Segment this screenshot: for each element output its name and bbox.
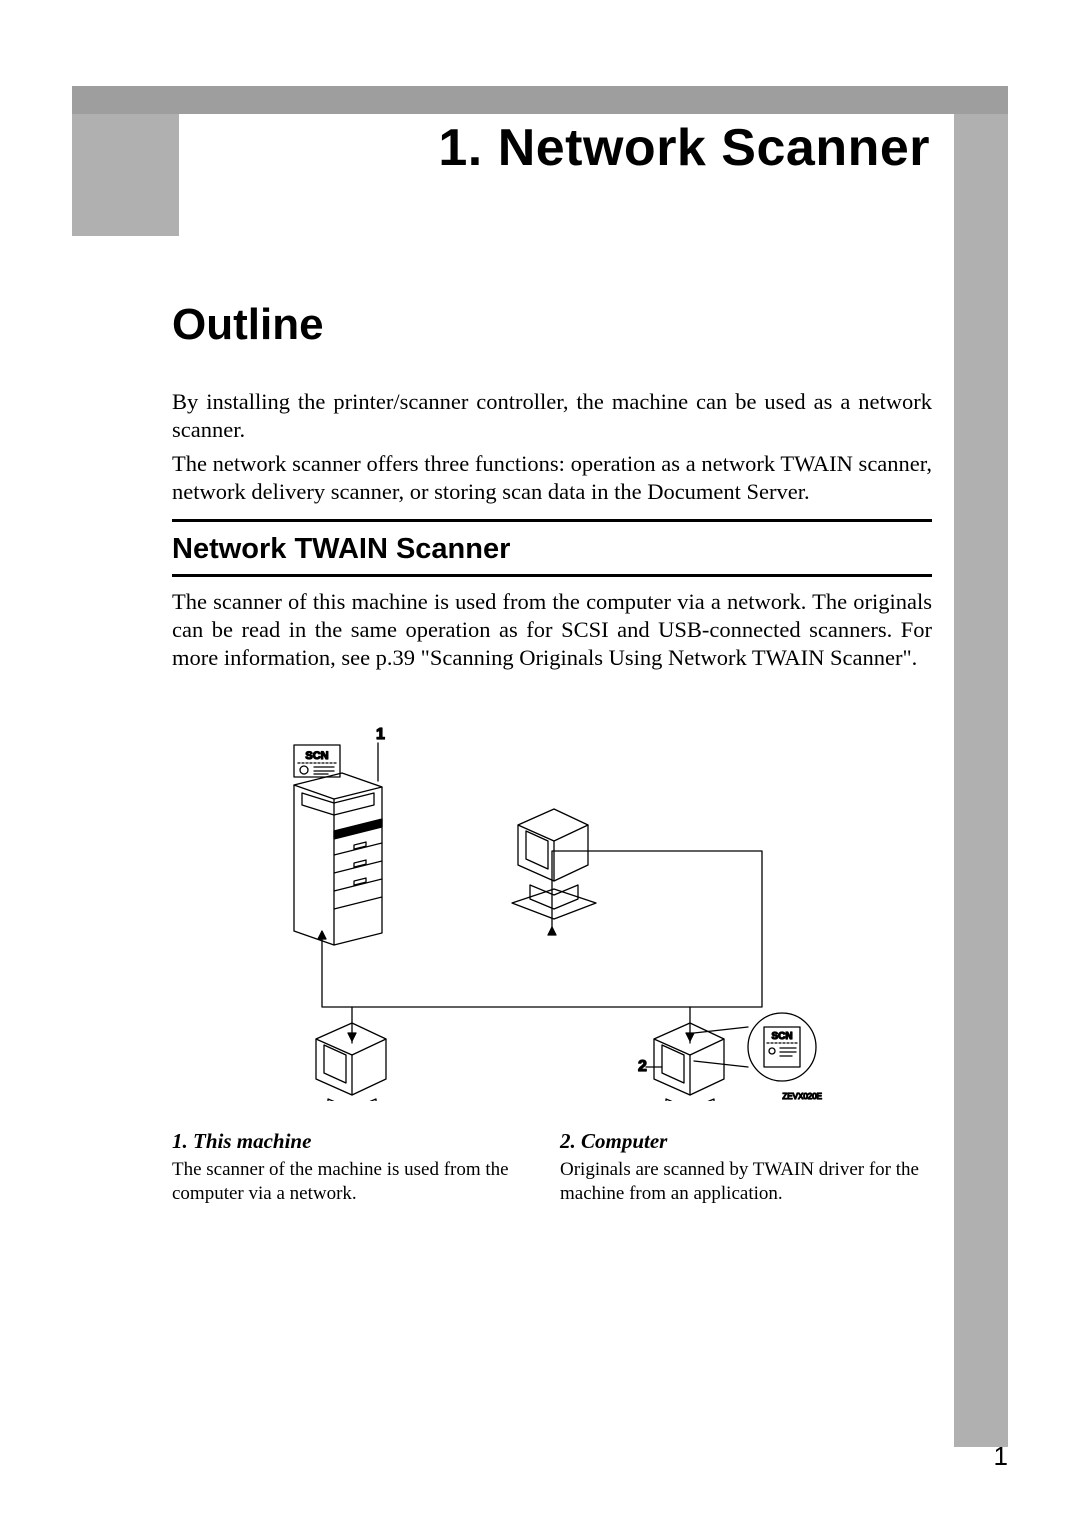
callout-1: 1 xyxy=(376,726,385,743)
label-left-num: 1. xyxy=(172,1129,188,1153)
chapter-title: 1. Network Scanner xyxy=(200,118,930,178)
side-gray-column xyxy=(954,114,1008,1447)
label-left-body: The scanner of the machine is used from … xyxy=(172,1158,532,1206)
network-diagram: SCN xyxy=(262,721,842,1101)
label-right-body: Originals are scanned by TWAIN driver fo… xyxy=(560,1158,920,1206)
header-gray-strip xyxy=(72,86,1008,114)
subsection-title: Network TWAIN Scanner xyxy=(172,533,510,566)
label-right-num: 2. xyxy=(560,1129,576,1153)
intro-paragraph-2: The network scanner offers three functio… xyxy=(172,450,932,506)
section-title: Outline xyxy=(172,300,324,350)
figure-label-left: 1. This machine The scanner of the machi… xyxy=(172,1128,532,1206)
label-left-title: This machine xyxy=(193,1129,311,1153)
figure-ref: ZEVX020E xyxy=(782,1092,822,1101)
subsection-paragraph: The scanner of this machine is used from… xyxy=(172,588,932,672)
svg-text:SCN: SCN xyxy=(771,1031,792,1042)
header-gray-left-block xyxy=(72,114,179,236)
label-right-title: Computer xyxy=(581,1129,667,1153)
figure-label-right: 2. Computer Originals are scanned by TWA… xyxy=(560,1128,920,1206)
scn-label: SCN xyxy=(305,750,328,762)
intro-paragraph-1: By installing the printer/scanner contro… xyxy=(172,388,932,444)
subsection-rule-bottom xyxy=(172,574,932,577)
subsection-rule-top xyxy=(172,519,932,522)
page-number: 1 xyxy=(994,1441,1008,1472)
